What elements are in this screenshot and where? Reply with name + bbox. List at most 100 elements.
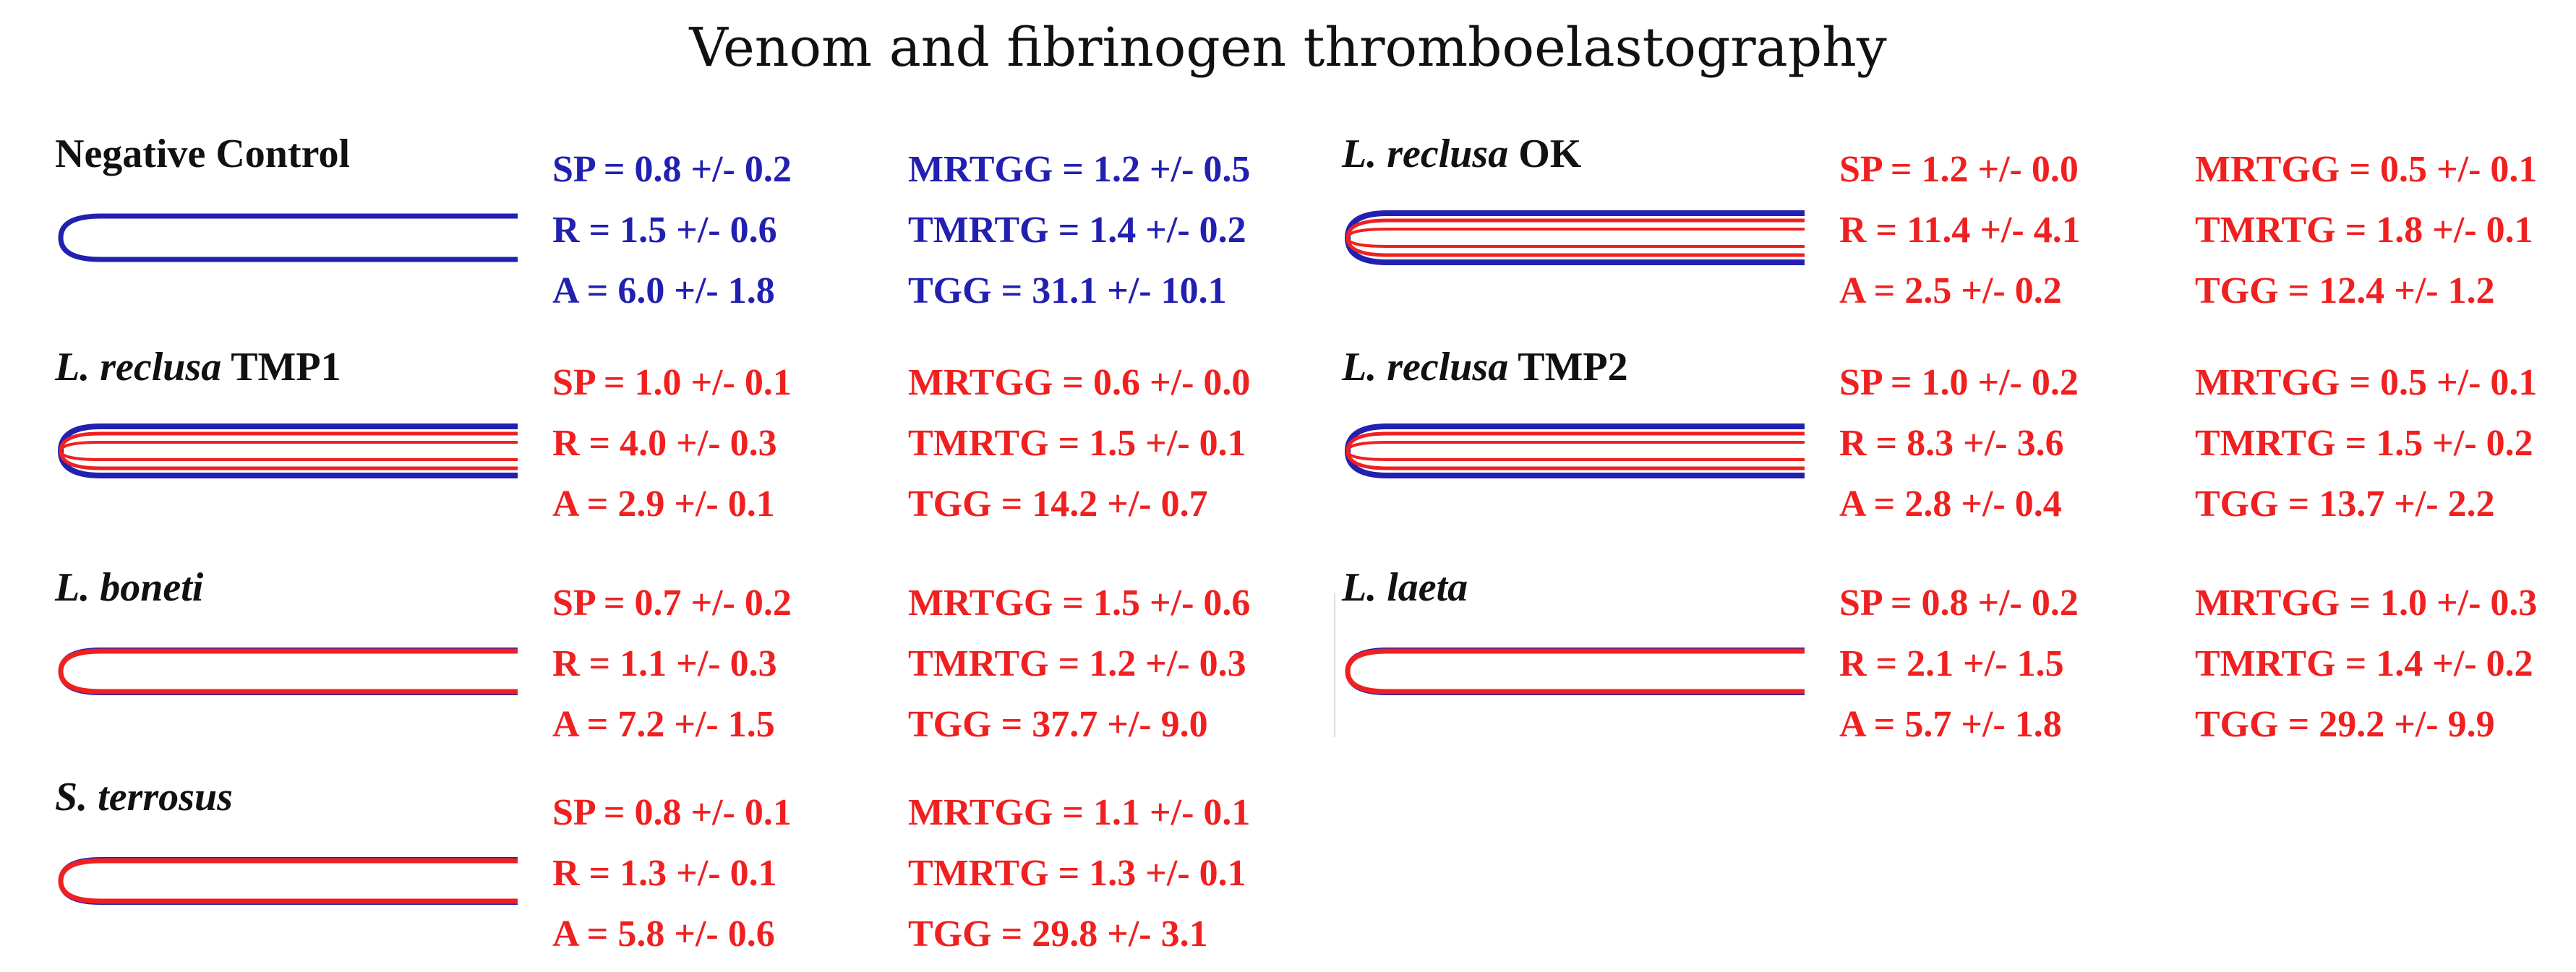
- panel-label: L. reclusa TMP1: [55, 347, 341, 387]
- panel-l-boneti: L. boneti SP = 0.7 +/- 0.2 R = 1.1 +/- 0…: [55, 567, 1327, 762]
- r-value: R = 8.3 +/- 3.6: [1839, 423, 2064, 464]
- mrtgg-value: MRTGG = 1.0 +/- 0.3: [2195, 582, 2538, 624]
- mrtgg-value: MRTGG = 0.5 +/- 0.1: [2195, 149, 2538, 190]
- a-value: A = 5.7 +/- 1.8: [1839, 704, 2062, 745]
- stats-secondary: MRTGG = 1.5 +/- 0.6 TMRTG = 1.2 +/- 0.3 …: [908, 573, 1250, 755]
- panel-l-reclusa-ok: L. reclusa OK SP = 1.2 +/- 0.0 R = 11.4 …: [1342, 134, 2576, 329]
- venom-trace-line: [58, 858, 518, 904]
- tgg-value: TGG = 29.2 +/- 9.9: [2195, 704, 2495, 745]
- species-name: L. reclusa: [55, 345, 222, 390]
- panel-label: L. reclusa TMP2: [1342, 347, 1628, 387]
- label-suffix: Negative Control: [55, 132, 350, 176]
- species-name: L. reclusa: [1342, 345, 1509, 390]
- species-name: L. boneti: [55, 565, 204, 610]
- stats-primary: SP = 1.2 +/- 0.0 R = 11.4 +/- 4.1 A = 2.…: [1839, 139, 2081, 322]
- teg-trace-negative-control: [58, 213, 518, 262]
- stats-secondary: MRTGG = 1.1 +/- 0.1 TMRTG = 1.3 +/- 0.1 …: [908, 783, 1250, 965]
- mrtgg-value: MRTGG = 0.5 +/- 0.1: [2195, 362, 2538, 403]
- a-value: A = 5.8 +/- 0.6: [552, 913, 775, 955]
- tmrtg-value: TMRTG = 1.5 +/- 0.2: [2195, 423, 2533, 464]
- tgg-value: TGG = 14.2 +/- 0.7: [908, 483, 1208, 525]
- stats-primary: SP = 1.0 +/- 0.1 R = 4.0 +/- 0.3 A = 2.9…: [552, 353, 792, 535]
- stats-primary: SP = 0.8 +/- 0.1 R = 1.3 +/- 0.1 A = 5.8…: [552, 783, 792, 965]
- r-value: R = 1.5 +/- 0.6: [552, 210, 777, 251]
- species-name: L. reclusa: [1342, 132, 1509, 176]
- panel-l-reclusa-tmp2: L. reclusa TMP2 SP = 1.0 +/- 0.2 R = 8.3…: [1342, 347, 2576, 542]
- label-suffix: TMP2: [1508, 345, 1628, 390]
- control-trace-line: [58, 213, 518, 262]
- species-name: S. terrosus: [55, 775, 233, 820]
- r-value: R = 4.0 +/- 0.3: [552, 423, 777, 464]
- r-value: R = 1.3 +/- 0.1: [552, 853, 777, 894]
- stats-secondary: MRTGG = 0.6 +/- 0.0 TMRTG = 1.5 +/- 0.1 …: [908, 353, 1250, 535]
- r-value: R = 2.1 +/- 1.5: [1839, 643, 2064, 684]
- tgg-value: TGG = 29.8 +/- 3.1: [908, 913, 1208, 955]
- panel-l-reclusa-tmp1: L. reclusa TMP1 SP = 1.0 +/- 0.1 R = 4.0…: [55, 347, 1327, 542]
- venom-trace-inner-line: [1345, 228, 1805, 248]
- a-value: A = 6.0 +/- 1.8: [552, 270, 775, 311]
- venom-trace-line: [58, 648, 518, 694]
- a-value: A = 2.8 +/- 0.4: [1839, 483, 2062, 525]
- control-trace-line: [58, 648, 518, 695]
- venom-trace-line: [1345, 218, 1805, 257]
- control-trace-line: [1345, 648, 1805, 695]
- sp-value: SP = 0.8 +/- 0.2: [1839, 582, 2079, 624]
- tgg-value: TGG = 13.7 +/- 2.2: [2195, 483, 2495, 525]
- stats-secondary: MRTGG = 1.2 +/- 0.5 TMRTG = 1.4 +/- 0.2 …: [908, 139, 1250, 322]
- panel-l-laeta: L. laeta SP = 0.8 +/- 0.2 R = 2.1 +/- 1.…: [1342, 567, 2576, 762]
- teg-trace-s-terrosus: [58, 857, 518, 905]
- sp-value: SP = 1.0 +/- 0.2: [1839, 362, 2079, 403]
- mrtgg-value: MRTGG = 1.1 +/- 0.1: [908, 792, 1251, 833]
- control-trace-line: [58, 857, 518, 905]
- stats-primary: SP = 0.8 +/- 0.2 R = 1.5 +/- 0.6 A = 6.0…: [552, 139, 792, 322]
- venom-trace-line: [1345, 648, 1805, 694]
- sp-value: SP = 1.2 +/- 0.0: [1839, 149, 2079, 190]
- r-value: R = 1.1 +/- 0.3: [552, 643, 777, 684]
- venom-trace-inner-line: [1345, 441, 1805, 461]
- stats-secondary: MRTGG = 1.0 +/- 0.3 TMRTG = 1.4 +/- 0.2 …: [2195, 573, 2537, 755]
- panel-label: L. laeta: [1342, 567, 1468, 608]
- panel-s-terrosus: S. terrosus SP = 0.8 +/- 0.1 R = 1.3 +/-…: [55, 777, 1327, 972]
- stats-primary: SP = 0.7 +/- 0.2 R = 1.1 +/- 0.3 A = 7.2…: [552, 573, 792, 755]
- r-value: R = 11.4 +/- 4.1: [1839, 210, 2081, 251]
- panel-label: L. boneti: [55, 567, 203, 608]
- venom-trace-line: [59, 431, 518, 470]
- teg-trace-l-boneti: [58, 648, 518, 695]
- stats-secondary: MRTGG = 0.5 +/- 0.1 TMRTG = 1.8 +/- 0.1 …: [2195, 139, 2537, 322]
- sp-value: SP = 0.8 +/- 0.2: [552, 149, 792, 190]
- tmrtg-value: TMRTG = 1.3 +/- 0.1: [908, 853, 1246, 894]
- mrtgg-value: MRTGG = 0.6 +/- 0.0: [908, 362, 1251, 403]
- mrtgg-value: MRTGG = 1.2 +/- 0.5: [908, 149, 1251, 190]
- a-value: A = 2.5 +/- 0.2: [1839, 270, 2062, 311]
- panel-negative-control: Negative Control SP = 0.8 +/- 0.2 R = 1.…: [55, 134, 1327, 329]
- stats-secondary: MRTGG = 0.5 +/- 0.1 TMRTG = 1.5 +/- 0.2 …: [2195, 353, 2537, 535]
- tmrtg-value: TMRTG = 1.4 +/- 0.2: [908, 210, 1246, 251]
- teg-trace-l-reclusa-tmp1: [57, 423, 518, 478]
- mrtgg-value: MRTGG = 1.5 +/- 0.6: [908, 582, 1251, 624]
- venom-trace-inner-line: [59, 441, 518, 461]
- label-suffix: OK: [1508, 132, 1582, 176]
- sp-value: SP = 0.8 +/- 0.1: [552, 792, 792, 833]
- sp-value: SP = 0.7 +/- 0.2: [552, 582, 792, 624]
- tmrtg-value: TMRTG = 1.5 +/- 0.1: [908, 423, 1246, 464]
- tmrtg-value: TMRTG = 1.2 +/- 0.3: [908, 643, 1246, 684]
- tgg-value: TGG = 37.7 +/- 9.0: [908, 704, 1208, 745]
- tgg-value: TGG = 31.1 +/- 10.1: [908, 270, 1227, 311]
- a-value: A = 7.2 +/- 1.5: [552, 704, 775, 745]
- species-name: L. laeta: [1342, 565, 1468, 610]
- panel-label: Negative Control: [55, 134, 350, 174]
- teg-trace-l-reclusa-tmp2: [1344, 423, 1805, 478]
- column-divider: [1334, 593, 1335, 737]
- sp-value: SP = 1.0 +/- 0.1: [552, 362, 792, 403]
- tmrtg-value: TMRTG = 1.8 +/- 0.1: [2195, 210, 2533, 251]
- stats-primary: SP = 1.0 +/- 0.2 R = 8.3 +/- 3.6 A = 2.8…: [1839, 353, 2079, 535]
- tmrtg-value: TMRTG = 1.4 +/- 0.2: [2195, 643, 2533, 684]
- teg-trace-l-reclusa-ok: [1344, 210, 1805, 265]
- panel-label: S. terrosus: [55, 777, 233, 817]
- stats-primary: SP = 0.8 +/- 0.2 R = 2.1 +/- 1.5 A = 5.7…: [1839, 573, 2079, 755]
- tgg-value: TGG = 12.4 +/- 1.2: [2195, 270, 2495, 311]
- a-value: A = 2.9 +/- 0.1: [552, 483, 775, 525]
- panel-label: L. reclusa OK: [1342, 134, 1581, 174]
- venom-trace-line: [1345, 431, 1805, 470]
- figure-title: Venom and fibrinogen thromboelastography: [689, 17, 1887, 79]
